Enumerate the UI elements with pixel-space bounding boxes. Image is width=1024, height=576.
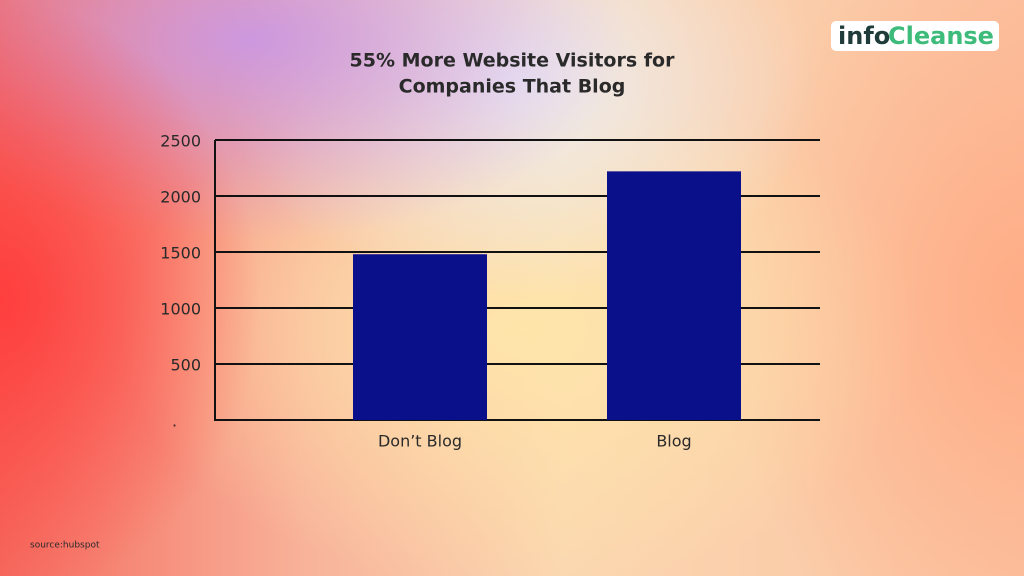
y-tick-label: 2000	[160, 188, 201, 207]
chart-title: 55% More Website Visitors for	[350, 50, 676, 72]
source-note: source:hubspot	[30, 541, 100, 551]
chart-title: Companies That Blog	[399, 76, 626, 98]
y-tick-label: 1000	[160, 300, 201, 319]
bar	[607, 171, 741, 420]
y-tick-label: 2500	[160, 132, 201, 151]
x-tick-label: Blog	[656, 432, 691, 451]
x-tick-label: Don’t Blog	[378, 432, 462, 451]
logo-box	[831, 21, 999, 51]
y-tick-label: 500	[170, 356, 201, 375]
y-tick-label: 1500	[160, 244, 201, 263]
bar	[353, 254, 487, 420]
logo-suffix: Cleanse	[888, 22, 994, 50]
y-tick-label: .	[172, 412, 177, 431]
logo-prefix: info	[838, 22, 890, 50]
